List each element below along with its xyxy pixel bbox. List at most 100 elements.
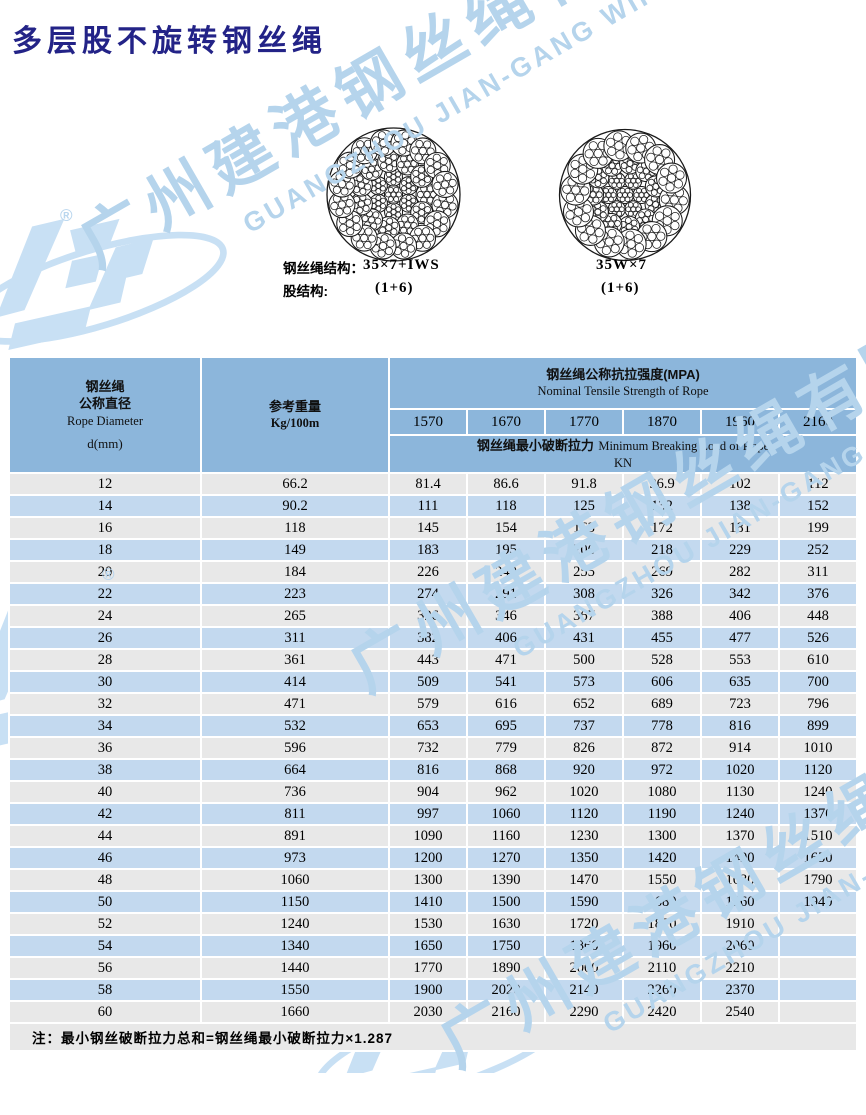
table-cell: 118 xyxy=(468,496,544,516)
strand-label: 股结构: xyxy=(283,284,328,299)
table-cell: 1230 xyxy=(546,826,622,846)
table-cell: 346 xyxy=(468,606,544,626)
header-text: 钢丝绳 xyxy=(85,378,125,394)
table-cell: 1370 xyxy=(702,826,778,846)
right-construction-value: 35W×7 xyxy=(596,257,648,273)
table-row: 48 1060 1300 1390 1470 1550 1630 1790 xyxy=(10,870,857,890)
table-cell: 1510 xyxy=(780,826,857,846)
table-cell: 431 xyxy=(546,628,622,648)
table-cell: 962 xyxy=(468,782,544,802)
table-cell xyxy=(780,980,857,1000)
table-cell: 872 xyxy=(624,738,700,758)
table-cell: 1770 xyxy=(390,958,466,978)
table-cell: 96.9 xyxy=(624,474,700,494)
table-cell: 406 xyxy=(702,606,778,626)
strength-column-header: 1570 xyxy=(390,410,466,434)
table-row: 32 471 579 616 652 689 723 796 xyxy=(10,694,857,714)
table-cell: 736 xyxy=(202,782,388,802)
table-cell: 1900 xyxy=(390,980,466,1000)
table-cell: 455 xyxy=(624,628,700,648)
table-cell: 695 xyxy=(468,716,544,736)
table-cell: 2290 xyxy=(546,1002,622,1022)
table-cell: 367 xyxy=(546,606,622,626)
table-cell: 606 xyxy=(624,672,700,692)
table-cell: 26 xyxy=(10,628,200,648)
table-row: 52 1240 1530 1630 1720 1820 1910 xyxy=(10,914,857,934)
table-row: 58 1550 1900 2020 2140 2260 2370 xyxy=(10,980,857,1000)
header-text: KN xyxy=(613,455,633,470)
table-row: 46 973 1200 1270 1350 1420 1490 1650 xyxy=(10,848,857,868)
header-text: 公称直径 xyxy=(78,396,131,412)
table-cell: 500 xyxy=(546,650,622,670)
table-cell: 382 xyxy=(390,628,466,648)
table-cell: 973 xyxy=(202,848,388,868)
table-cell: 816 xyxy=(390,760,466,780)
left-construction-value: 35×7+IWS xyxy=(363,257,440,273)
table-cell: 1090 xyxy=(390,826,466,846)
table-cell: 149 xyxy=(202,540,388,560)
table-cell: 1750 xyxy=(468,936,544,956)
table-cell: 448 xyxy=(780,606,857,626)
table-cell: 1270 xyxy=(468,848,544,868)
table-cell: 1790 xyxy=(780,870,857,890)
table-cell: 778 xyxy=(624,716,700,736)
table-cell: 326 xyxy=(390,606,466,626)
table-row: 20 184 226 240 255 269 282 311 xyxy=(10,562,857,582)
table-cell: 1240 xyxy=(780,782,857,802)
table-cell: 2060 xyxy=(702,936,778,956)
table-cell: 40 xyxy=(10,782,200,802)
table-cell: 1020 xyxy=(546,782,622,802)
table-cell: 2370 xyxy=(702,980,778,1000)
table-row: 50 1150 1410 1500 1590 1680 1760 1940 xyxy=(10,892,857,912)
table-row: 12 66.2 81.4 86.6 91.8 96.9 102 112 xyxy=(10,474,857,494)
table-row: 18 149 183 195 206 218 229 252 xyxy=(10,540,857,560)
table-cell: 1300 xyxy=(390,870,466,890)
table-cell: 1390 xyxy=(468,870,544,890)
table-cell: 56 xyxy=(10,958,200,978)
table-cell: 20 xyxy=(10,562,200,582)
table-cell: 541 xyxy=(468,672,544,692)
table-cell: 184 xyxy=(202,562,388,582)
table-cell: 1420 xyxy=(624,848,700,868)
table-cell: 1760 xyxy=(702,892,778,912)
table-cell: 652 xyxy=(546,694,622,714)
header-text: 钢丝绳公称抗拉强度(MPA) xyxy=(546,366,700,382)
table-cell: 218 xyxy=(624,540,700,560)
table-cell: 406 xyxy=(468,628,544,648)
table-cell: 388 xyxy=(624,606,700,626)
table-cell: 1680 xyxy=(624,892,700,912)
table-cell: 81.4 xyxy=(390,474,466,494)
table-cell: 723 xyxy=(702,694,778,714)
table-cell: 154 xyxy=(468,518,544,538)
minimum-breaking-load-header: 钢丝绳最小破断拉力 Minimum Breaking Load of Rope … xyxy=(390,436,857,472)
table-cell: 282 xyxy=(702,562,778,582)
table-cell: 904 xyxy=(390,782,466,802)
table-cell: 997 xyxy=(390,804,466,824)
table-cell: 1910 xyxy=(702,914,778,934)
table-cell: 240 xyxy=(468,562,544,582)
table-cell: 1160 xyxy=(468,826,544,846)
table-cell: 226 xyxy=(390,562,466,582)
table-cell: 2030 xyxy=(390,1002,466,1022)
table-cell: 553 xyxy=(702,650,778,670)
table-cell: 1630 xyxy=(702,870,778,890)
table-cell: 18 xyxy=(10,540,200,560)
table-cell: 361 xyxy=(202,650,388,670)
table-note: 注：最小钢丝破断拉力总和=钢丝绳最小破断拉力×1.287 xyxy=(10,1024,857,1050)
table-cell: 54 xyxy=(10,936,200,956)
table-cell: 1300 xyxy=(624,826,700,846)
strength-column-header: 1870 xyxy=(624,410,700,434)
right-strand-value: (1+6) xyxy=(601,280,640,296)
table-cell: 689 xyxy=(624,694,700,714)
table-cell: 1350 xyxy=(546,848,622,868)
table-cell: 471 xyxy=(468,650,544,670)
table-cell xyxy=(780,914,857,934)
table-cell: 58 xyxy=(10,980,200,1000)
table-cell xyxy=(780,958,857,978)
table-cell: 610 xyxy=(780,650,857,670)
table-cell: 737 xyxy=(546,716,622,736)
table-cell xyxy=(780,936,857,956)
header-text: Kg/100m xyxy=(270,416,320,431)
table-cell: 1020 xyxy=(702,760,778,780)
table-row: 22 223 274 291 308 326 342 376 xyxy=(10,584,857,604)
